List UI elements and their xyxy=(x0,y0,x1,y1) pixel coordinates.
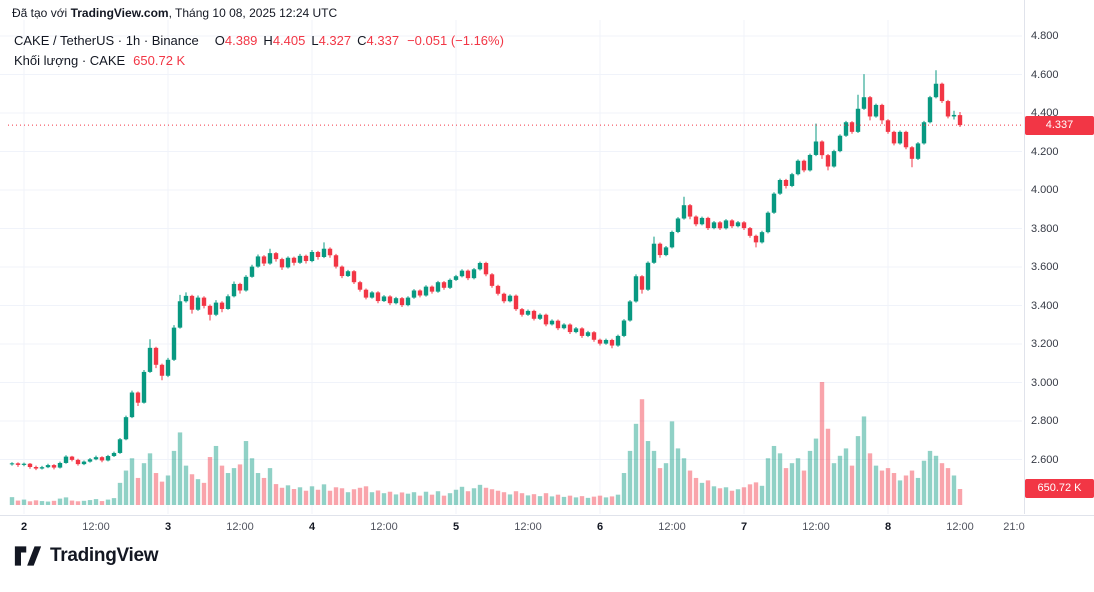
attribution-text: Đã tạo với TradingView.com, Tháng 10 08,… xyxy=(12,6,337,20)
time-tick-label: 12:00 xyxy=(946,521,974,533)
price-tick-label: 3.200 xyxy=(1031,338,1059,350)
volume-value: 650.72 K xyxy=(133,53,186,68)
time-tick-label: 12:00 xyxy=(370,521,398,533)
attribution-suffix: , Tháng 10 08, 2025 12:24 UTC xyxy=(168,6,338,20)
time-tick-label: 8 xyxy=(884,521,892,533)
attribution-prefix: Đã tạo với xyxy=(12,6,71,20)
price-tick-label: 3.000 xyxy=(1031,376,1059,389)
high-label: H xyxy=(263,33,273,48)
price-tick-label: 4.200 xyxy=(1031,145,1059,158)
change-value: −0.051 (−1.16%) xyxy=(407,33,504,48)
time-tick-label: 4 xyxy=(308,521,316,533)
time-tick-label: 5 xyxy=(452,521,460,533)
high-value: 4.405 xyxy=(272,33,306,48)
tradingview-logo[interactable]: TradingView xyxy=(14,545,159,567)
price-tick-label: 4.800 xyxy=(1031,30,1059,42)
last-price-badge: 4.337 xyxy=(1025,115,1094,135)
price-axis[interactable]: 4.800 4.600 4.400 4.200 4.000 3.800 3.600 3.400… xyxy=(1024,0,1094,514)
volume-legend: Khối lượng · CAKE 650.72 K xyxy=(14,53,185,68)
time-tick-label: 3 xyxy=(164,521,172,533)
price-tick-label: 3.800 xyxy=(1031,222,1059,235)
time-tick-label: 12:00 xyxy=(226,521,254,533)
price-tick-label: 4.000 xyxy=(1031,184,1059,196)
low-label: L xyxy=(311,33,319,48)
time-axis[interactable]: 2 12:00 3 12:00 4 12:00 5 12:00 6 12:00 7 12:00 8 12:… xyxy=(0,515,1094,542)
attribution-brand: TradingView.com xyxy=(70,6,169,20)
time-tick-label: 2 xyxy=(20,521,28,533)
time-tick-label: 12:00 xyxy=(802,521,830,533)
tradingview-logo-text: TradingView xyxy=(50,545,159,566)
time-tick-label: 21:0 xyxy=(1003,521,1025,533)
ohlc-readout: O4.389 H4.405 L4.327 C4.337 xyxy=(209,33,399,48)
price-tick-label: 3.400 xyxy=(1031,299,1059,312)
close-label: C xyxy=(357,33,367,48)
volume-badge: 650.72 K xyxy=(1025,479,1094,499)
symbol-title: CAKE / TetherUS · 1h · Binance xyxy=(14,33,199,48)
tradingview-logo-icon xyxy=(14,546,42,566)
close-value: 4.337 xyxy=(366,33,400,48)
price-tick-label: 4.600 xyxy=(1031,68,1059,81)
time-tick-label: 6 xyxy=(596,521,604,533)
open-label: O xyxy=(214,33,225,48)
open-value: 4.389 xyxy=(224,33,258,48)
time-tick-label: 12:00 xyxy=(514,521,542,533)
symbol-legend: CAKE / TetherUS · 1h · Binance O4.389 H4.4… xyxy=(14,33,504,48)
time-tick-label: 12:00 xyxy=(82,521,110,533)
price-tick-label: 2.600 xyxy=(1031,453,1059,466)
price-tick-label: 3.600 xyxy=(1031,261,1059,273)
time-tick-label: 7 xyxy=(740,521,748,533)
volume-title: Khối lượng · CAKE xyxy=(14,53,126,68)
low-value: 4.327 xyxy=(318,33,352,48)
price-tick-label: 2.800 xyxy=(1031,415,1059,427)
time-tick-label: 12:00 xyxy=(658,521,686,533)
